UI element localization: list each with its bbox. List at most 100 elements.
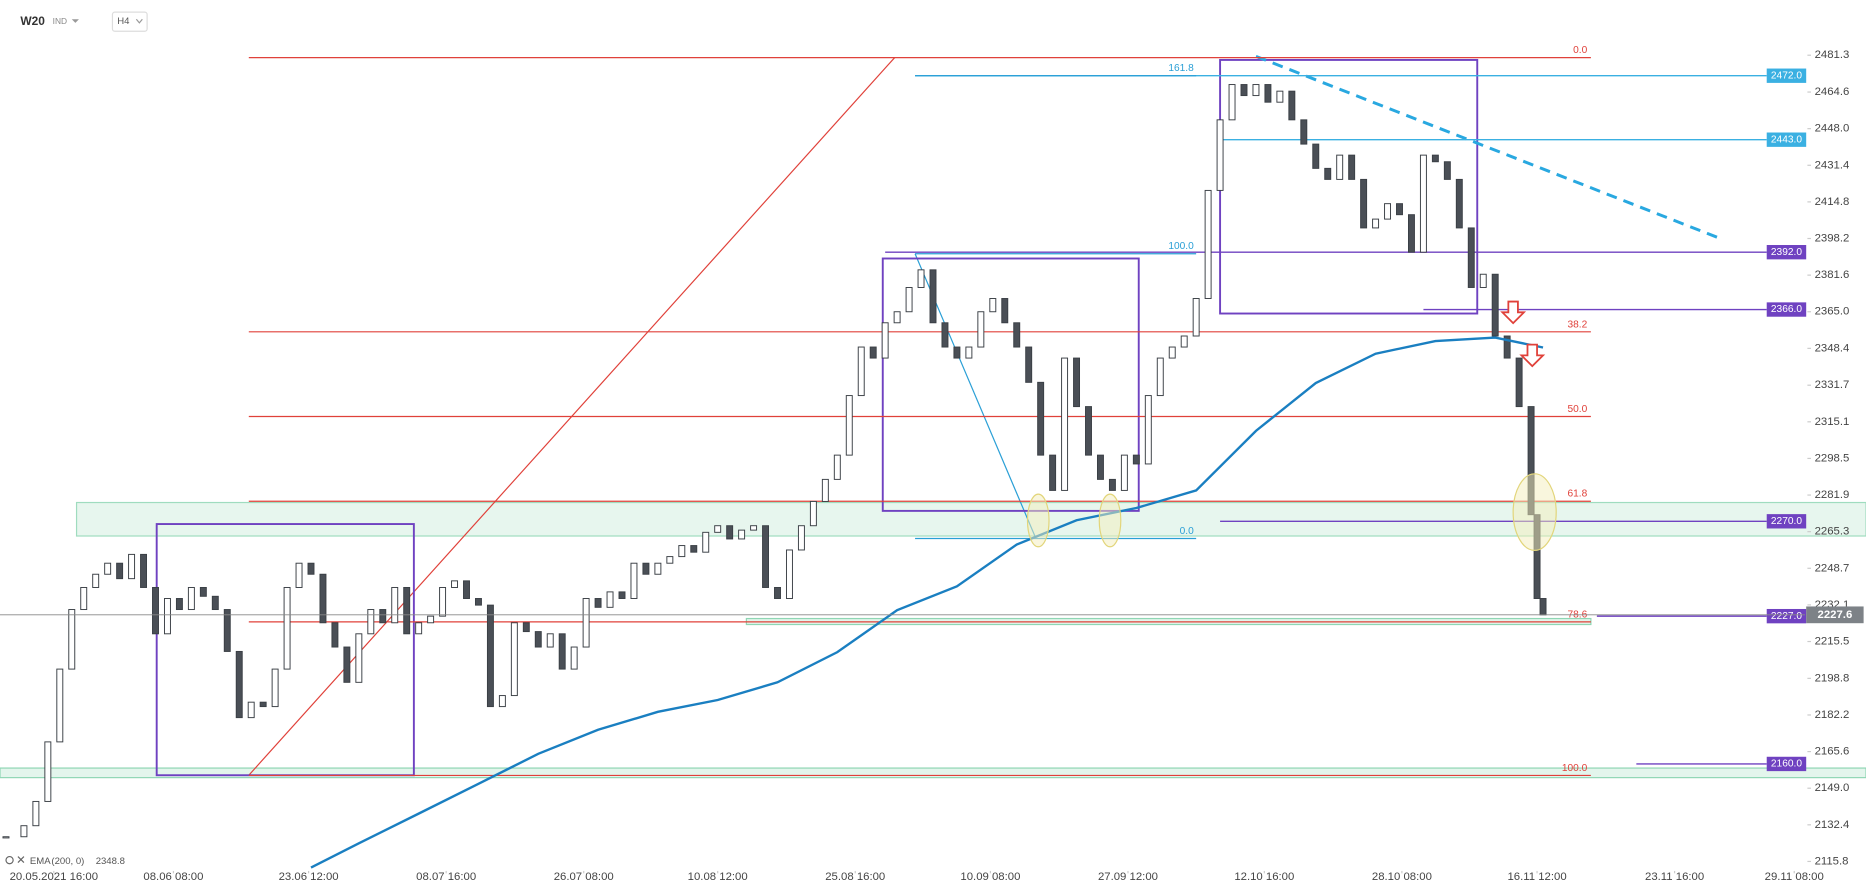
y-tick-label: 2481.3 (1815, 49, 1850, 61)
trend-line (1255, 54, 1724, 241)
candle-up (1372, 218, 1380, 229)
x-tick-label: 16.11 12:00 (1507, 871, 1566, 883)
candle-down (618, 591, 626, 599)
candle-up (702, 531, 710, 553)
candle-down (319, 573, 327, 624)
candle-up (666, 556, 674, 564)
candle-up (68, 609, 76, 670)
candle-up (821, 478, 829, 502)
candle-up (1276, 90, 1284, 103)
candle-up (582, 598, 590, 648)
candle-up (809, 500, 817, 527)
remove-icon[interactable] (17, 856, 25, 863)
candle-down (235, 650, 243, 719)
range-box (881, 257, 1140, 512)
candle-down (140, 553, 148, 588)
candle-down (762, 525, 770, 588)
candle-up (451, 580, 459, 588)
candle-down (1049, 454, 1057, 491)
price-level-box (1766, 132, 1807, 147)
candle-up (295, 562, 303, 588)
fib-ratio-label: 161.8 (1168, 63, 1194, 74)
candle-up (1336, 154, 1344, 180)
y-tick-label: 2281.9 (1815, 489, 1850, 501)
candle-down (594, 598, 602, 608)
candle-up (785, 549, 793, 599)
candle-up (1216, 119, 1224, 191)
support-zone (0, 767, 1866, 779)
price-level-label: 2160.0 (1771, 759, 1802, 770)
candle-up (965, 346, 973, 359)
highlight-ellipse (1512, 473, 1557, 551)
x-tick-label: 12.10 16:00 (1234, 871, 1294, 883)
candle-up (654, 562, 662, 575)
ema-line (310, 336, 1544, 869)
candle-up (498, 695, 506, 708)
x-tick-label: 29.11 08:00 (1765, 871, 1824, 883)
candle-down (223, 609, 231, 652)
candle-down (1455, 178, 1463, 229)
y-tick-label: 2331.7 (1815, 379, 1850, 391)
timeframe-box[interactable] (111, 11, 148, 32)
dropdown-icon (71, 19, 79, 23)
candle-up (1144, 395, 1152, 465)
indicator-legend: EMA (200, 0) 2348.8 (5, 855, 125, 867)
candle-down (941, 322, 949, 348)
price-level-label: 2392.0 (1771, 247, 1802, 258)
y-tick-label: 2365.0 (1815, 306, 1850, 318)
candle-down (929, 269, 937, 324)
candle-down (116, 562, 124, 580)
candle-up (1419, 154, 1427, 253)
candle-down (474, 598, 482, 606)
candle-down (558, 633, 566, 670)
candle-down (642, 562, 650, 575)
candle-down (403, 586, 411, 635)
y-tick-label: 2315.1 (1815, 416, 1850, 428)
visibility-icon[interactable] (5, 855, 14, 865)
candle-up (1156, 357, 1164, 397)
candle-down (1025, 346, 1033, 383)
y-tick-label: 2265.3 (1815, 526, 1850, 538)
y-tick-label: 2431.4 (1815, 159, 1850, 171)
x-tick-label: 26.07 08:00 (554, 871, 614, 883)
candle-down (1288, 90, 1296, 121)
candle-up (1384, 203, 1392, 220)
levels: 2472.0 2443.0 2392.0 2366.0 2270.0 2227.0 2160… (885, 68, 1807, 772)
x-tick-label: 08.06 08:00 (143, 871, 203, 883)
symbol: W20 (20, 14, 45, 28)
fib-ratio-label: 38.2 (1568, 319, 1588, 330)
candle-down (1085, 406, 1092, 456)
y-tick-label: 2381.6 (1815, 269, 1850, 281)
candle-up (92, 573, 100, 588)
candle-up (427, 615, 435, 624)
candle-down (343, 646, 351, 683)
candle-up (678, 545, 686, 558)
candles (2, 84, 1547, 839)
price-level-label: 2227.0 (1771, 611, 1802, 622)
y-tick-label: 2398.2 (1815, 233, 1850, 245)
price-level-box (1766, 245, 1807, 260)
dropdown-icon (135, 18, 143, 24)
candle-down (486, 604, 494, 708)
candle-up (415, 622, 423, 635)
fib-ratio-label: 100.0 (1562, 763, 1588, 774)
price-level-label: 2472.0 (1771, 70, 1802, 81)
x-tick-label: 20.05.2021 16:00 (10, 871, 98, 883)
support-zone (75, 501, 1866, 537)
candle-up (845, 395, 853, 456)
y-tick-label: 2132.4 (1815, 819, 1850, 831)
fib-ratio-label: 100.0 (1168, 241, 1194, 252)
y-tick-label: 2298.5 (1815, 452, 1850, 464)
candle-down (690, 545, 698, 553)
candle-up (355, 633, 363, 683)
highlight-ellipse (1098, 493, 1122, 548)
candle-down (1312, 143, 1320, 169)
indicator-params: (200, 0) (51, 856, 84, 867)
fib-ratio-label: 0.0 (1180, 526, 1194, 537)
candle-up (1180, 335, 1188, 348)
candle-down (1073, 357, 1081, 408)
candle-up (2, 836, 10, 839)
candle-down (1396, 203, 1403, 216)
ema (310, 336, 1544, 869)
